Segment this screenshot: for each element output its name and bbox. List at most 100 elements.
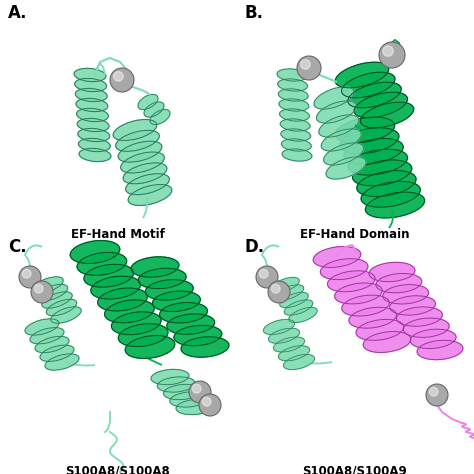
Ellipse shape bbox=[281, 129, 310, 141]
Ellipse shape bbox=[264, 319, 294, 335]
Ellipse shape bbox=[321, 129, 361, 151]
Ellipse shape bbox=[403, 318, 449, 337]
Ellipse shape bbox=[289, 307, 317, 323]
Ellipse shape bbox=[417, 340, 463, 360]
Ellipse shape bbox=[118, 141, 162, 162]
Circle shape bbox=[189, 381, 211, 403]
Ellipse shape bbox=[344, 138, 403, 164]
Ellipse shape bbox=[278, 79, 308, 91]
Ellipse shape bbox=[153, 291, 201, 311]
Ellipse shape bbox=[319, 115, 359, 137]
Ellipse shape bbox=[98, 288, 147, 311]
Circle shape bbox=[256, 266, 278, 288]
Ellipse shape bbox=[280, 292, 308, 308]
Ellipse shape bbox=[138, 268, 186, 289]
Ellipse shape bbox=[30, 328, 64, 344]
Ellipse shape bbox=[25, 319, 59, 335]
Circle shape bbox=[301, 60, 310, 69]
Circle shape bbox=[31, 281, 53, 303]
Ellipse shape bbox=[336, 117, 395, 143]
Ellipse shape bbox=[150, 109, 170, 125]
Ellipse shape bbox=[280, 109, 310, 121]
Ellipse shape bbox=[76, 109, 109, 122]
Ellipse shape bbox=[144, 102, 164, 117]
Text: EF-Hand Domain: EF-Hand Domain bbox=[300, 228, 410, 241]
Ellipse shape bbox=[146, 280, 193, 300]
Ellipse shape bbox=[335, 283, 382, 304]
Ellipse shape bbox=[335, 62, 389, 88]
Ellipse shape bbox=[361, 182, 420, 207]
Ellipse shape bbox=[354, 92, 408, 118]
Ellipse shape bbox=[278, 89, 308, 101]
Text: EF-Hand Motif: EF-Hand Motif bbox=[71, 228, 165, 241]
Ellipse shape bbox=[46, 299, 77, 316]
Circle shape bbox=[271, 284, 280, 293]
Ellipse shape bbox=[157, 377, 195, 392]
Ellipse shape bbox=[45, 354, 79, 370]
Text: D.: D. bbox=[245, 238, 265, 256]
Ellipse shape bbox=[78, 138, 110, 152]
Ellipse shape bbox=[33, 277, 63, 293]
Ellipse shape bbox=[176, 400, 214, 415]
Ellipse shape bbox=[76, 99, 108, 111]
Ellipse shape bbox=[35, 337, 69, 353]
Ellipse shape bbox=[123, 163, 167, 184]
Ellipse shape bbox=[42, 292, 72, 308]
Circle shape bbox=[259, 269, 268, 278]
Ellipse shape bbox=[280, 119, 310, 131]
Ellipse shape bbox=[116, 130, 159, 151]
Circle shape bbox=[19, 266, 41, 288]
Ellipse shape bbox=[77, 253, 127, 275]
Ellipse shape bbox=[113, 119, 157, 140]
Ellipse shape bbox=[360, 102, 414, 128]
Ellipse shape bbox=[410, 329, 456, 348]
Ellipse shape bbox=[348, 82, 401, 108]
Text: B.: B. bbox=[245, 4, 264, 22]
Circle shape bbox=[426, 384, 448, 406]
Ellipse shape bbox=[126, 173, 169, 195]
Text: A.: A. bbox=[8, 4, 27, 22]
Ellipse shape bbox=[326, 157, 366, 179]
Ellipse shape bbox=[125, 336, 175, 358]
Ellipse shape bbox=[348, 149, 408, 175]
Circle shape bbox=[379, 42, 405, 68]
Ellipse shape bbox=[40, 345, 74, 361]
Circle shape bbox=[22, 269, 31, 278]
Ellipse shape bbox=[170, 392, 208, 407]
Ellipse shape bbox=[356, 319, 404, 340]
Ellipse shape bbox=[397, 307, 442, 326]
Ellipse shape bbox=[131, 257, 179, 277]
Ellipse shape bbox=[376, 273, 422, 293]
Ellipse shape bbox=[342, 295, 389, 316]
Ellipse shape bbox=[277, 69, 307, 81]
Ellipse shape bbox=[111, 312, 161, 335]
Ellipse shape bbox=[174, 325, 222, 346]
Circle shape bbox=[192, 384, 201, 393]
Circle shape bbox=[383, 46, 393, 56]
Ellipse shape bbox=[353, 160, 412, 186]
Ellipse shape bbox=[77, 118, 109, 132]
Text: C.: C. bbox=[8, 238, 27, 256]
Ellipse shape bbox=[79, 148, 111, 162]
Circle shape bbox=[34, 284, 43, 293]
Circle shape bbox=[268, 281, 290, 303]
Ellipse shape bbox=[282, 149, 312, 161]
Ellipse shape bbox=[160, 302, 208, 323]
Ellipse shape bbox=[369, 262, 415, 282]
Ellipse shape bbox=[282, 139, 311, 151]
Circle shape bbox=[114, 72, 123, 81]
Ellipse shape bbox=[317, 101, 356, 123]
Ellipse shape bbox=[349, 307, 397, 328]
Ellipse shape bbox=[340, 128, 399, 154]
Ellipse shape bbox=[37, 284, 68, 301]
Ellipse shape bbox=[151, 369, 189, 385]
Ellipse shape bbox=[328, 271, 375, 292]
Text: S100A8/S100A9: S100A8/S100A9 bbox=[302, 465, 407, 474]
Ellipse shape bbox=[273, 337, 305, 352]
Ellipse shape bbox=[278, 346, 310, 361]
Ellipse shape bbox=[324, 143, 364, 165]
Ellipse shape bbox=[284, 300, 313, 315]
Ellipse shape bbox=[268, 328, 300, 343]
Circle shape bbox=[199, 394, 221, 416]
Circle shape bbox=[297, 56, 321, 80]
